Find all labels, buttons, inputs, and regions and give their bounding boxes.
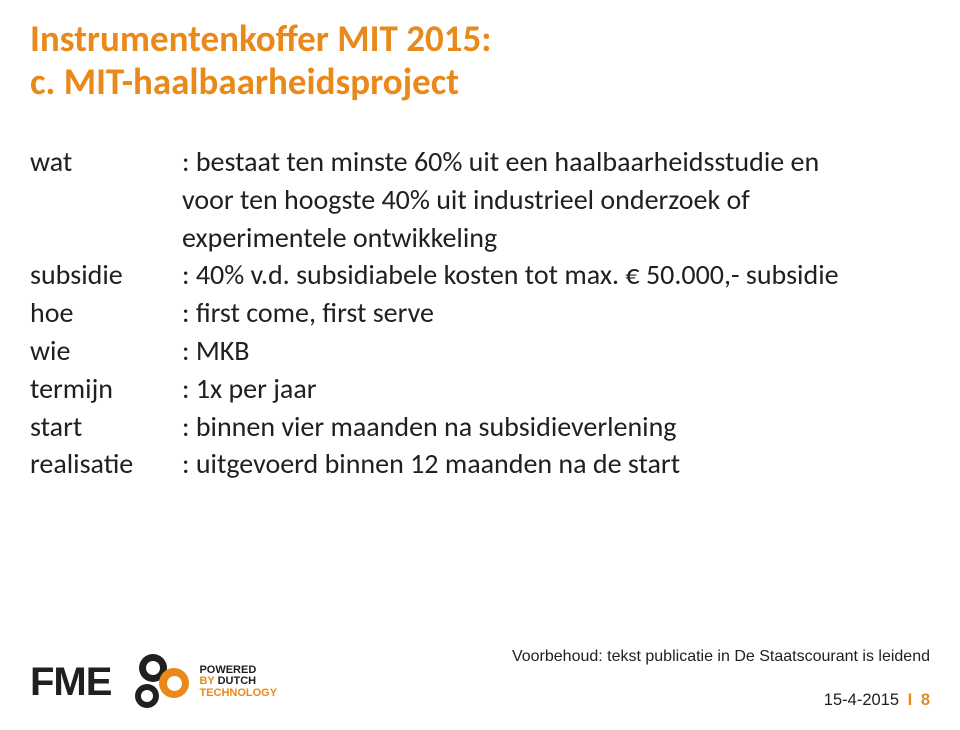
label: hoe bbox=[30, 294, 182, 332]
row-wie: wie : MKB bbox=[30, 332, 960, 370]
label: wie bbox=[30, 332, 182, 370]
row-wat: wat : bestaat ten minste 60% uit een haa… bbox=[30, 143, 960, 181]
value: experimentele ontwikkeling bbox=[182, 219, 960, 257]
value: : MKB bbox=[182, 332, 960, 370]
row-subsidie: subsidie : 40% v.d. subsidiabele kosten … bbox=[30, 256, 960, 294]
value: voor ten hoogste 40% uit industrieel ond… bbox=[182, 181, 960, 219]
fme-logo: FME bbox=[30, 660, 111, 705]
powered-text: POWERED BY DUTCH TECHNOLOGY bbox=[199, 665, 277, 700]
label: wat bbox=[30, 143, 182, 181]
powered-line-3: TECHNOLOGY bbox=[199, 688, 277, 700]
footer-separator: I bbox=[908, 691, 913, 709]
row-hoe: hoe : first come, first serve bbox=[30, 294, 960, 332]
value: : 1x per jaar bbox=[182, 370, 960, 408]
value: : binnen vier maanden na subsidieverleni… bbox=[182, 408, 960, 446]
footnote: Voorbehoud: tekst publicatie in De Staat… bbox=[512, 648, 930, 666]
content-block: wat : bestaat ten minste 60% uit een haa… bbox=[0, 103, 960, 483]
label: subsidie bbox=[30, 256, 182, 294]
title-line-2: c. MIT-haalbaarheidsproject bbox=[30, 61, 960, 104]
footer: 15-4-2015 I 8 bbox=[824, 691, 930, 710]
value: : uitgevoerd binnen 12 maanden na de sta… bbox=[182, 445, 960, 483]
row-termijn: termijn : 1x per jaar bbox=[30, 370, 960, 408]
value: : 40% v.d. subsidiabele kosten tot max. … bbox=[182, 256, 960, 294]
gears-icon bbox=[135, 654, 191, 710]
footer-date: 15-4-2015 bbox=[824, 691, 899, 709]
row-wat-cont1: voor ten hoogste 40% uit industrieel ond… bbox=[30, 181, 960, 219]
title-line-1: Instrumentenkoffer MIT 2015: bbox=[30, 18, 960, 61]
row-wat-cont2: experimentele ontwikkeling bbox=[30, 219, 960, 257]
logo-bar: FME POWERED BY DUTCH TECHNOLOGY bbox=[30, 654, 277, 710]
powered-by-dutch-technology-logo: POWERED BY DUTCH TECHNOLOGY bbox=[135, 654, 277, 710]
footer-page-number: 8 bbox=[921, 691, 930, 709]
row-realisatie: realisatie : uitgevoerd binnen 12 maande… bbox=[30, 445, 960, 483]
label: start bbox=[30, 408, 182, 446]
label: realisatie bbox=[30, 445, 182, 483]
value: : bestaat ten minste 60% uit een haalbaa… bbox=[182, 143, 960, 181]
value: : first come, first serve bbox=[182, 294, 960, 332]
row-start: start : binnen vier maanden na subsidiev… bbox=[30, 408, 960, 446]
slide-title: Instrumentenkoffer MIT 2015: c. MIT-haal… bbox=[0, 0, 960, 103]
label: termijn bbox=[30, 370, 182, 408]
